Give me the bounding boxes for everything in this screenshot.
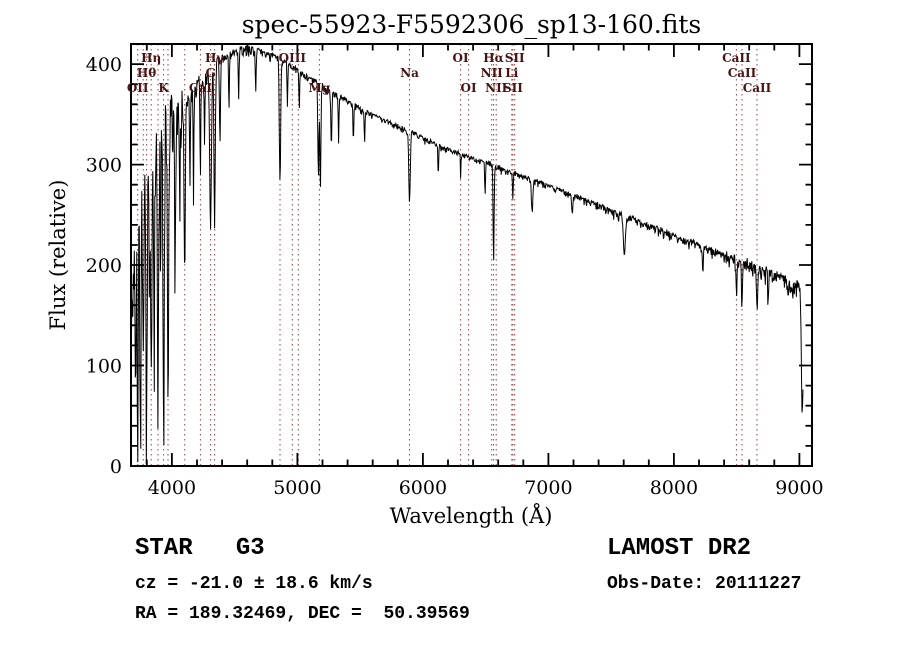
line-label-5175: Mg bbox=[309, 81, 331, 95]
y-tick-label-200: 200 bbox=[86, 255, 122, 277]
survey-release-label: LAMOST DR2 bbox=[607, 535, 752, 562]
x-tick-label-9000: 9000 bbox=[775, 477, 823, 499]
line-label-6717: SII bbox=[503, 81, 523, 95]
axes-box bbox=[130, 43, 813, 467]
line-label-4340: Hγ bbox=[205, 51, 224, 65]
y-tick-label-400: 400 bbox=[86, 54, 122, 76]
x-tick-label-5000: 5000 bbox=[273, 477, 321, 499]
y-tick-label-300: 300 bbox=[86, 155, 122, 177]
line-label-6731: SII bbox=[505, 51, 525, 65]
line-label-6708: Li bbox=[505, 66, 518, 80]
line-label-4308: G bbox=[205, 66, 215, 80]
y-tick-label-0: 0 bbox=[110, 456, 122, 478]
y-tick-label-100: 100 bbox=[86, 356, 122, 378]
obs-date-label: Obs-Date: 20111227 bbox=[607, 574, 802, 594]
x-tick-label-7000: 7000 bbox=[524, 477, 572, 499]
spectral-line-markers bbox=[137, 44, 758, 466]
tick-labels: 4000 5000 6000 7000 8000 9000 0 100 200 300 400 bbox=[86, 54, 824, 499]
line-label-6548: NII bbox=[481, 66, 504, 80]
object-class-label: STAR G3 bbox=[135, 535, 265, 562]
line-label-5893: Na bbox=[400, 66, 419, 80]
line-label-6563: Hα bbox=[483, 51, 504, 65]
plot-title: spec-55923-F5592306_sp13-160.fits bbox=[241, 10, 702, 39]
line-label-4227: CaI bbox=[189, 81, 212, 95]
spectrum-trace bbox=[130, 44, 804, 465]
axes bbox=[130, 43, 813, 467]
line-label-6364: OI bbox=[461, 81, 477, 95]
line-label-3835: Hη bbox=[141, 51, 161, 65]
x-tick-label-4000: 4000 bbox=[148, 477, 196, 499]
x-axis-label: Wavelength (Å) bbox=[389, 504, 553, 528]
line-label-6300: OI bbox=[453, 51, 469, 65]
line-label-8662: CaII bbox=[743, 81, 772, 95]
tick-marks bbox=[131, 44, 812, 467]
radial-velocity-label: cz = -21.0 ± 18.6 km/s bbox=[135, 574, 373, 594]
ra-dec-label: RA = 189.32469, DEC = 50.39569 bbox=[135, 604, 470, 624]
line-label-6584: NII bbox=[485, 81, 508, 95]
line-label-4959: OIII bbox=[279, 51, 307, 65]
line-label-8498: CaII bbox=[722, 51, 751, 65]
x-tick-label-8000: 8000 bbox=[650, 477, 698, 499]
line-label-3934: K bbox=[158, 81, 169, 95]
line-label-8542: CaII bbox=[728, 66, 757, 80]
line-label-3727: OII bbox=[127, 81, 149, 95]
x-tick-label-6000: 6000 bbox=[399, 477, 447, 499]
line-label-3798: Hθ bbox=[137, 66, 156, 80]
